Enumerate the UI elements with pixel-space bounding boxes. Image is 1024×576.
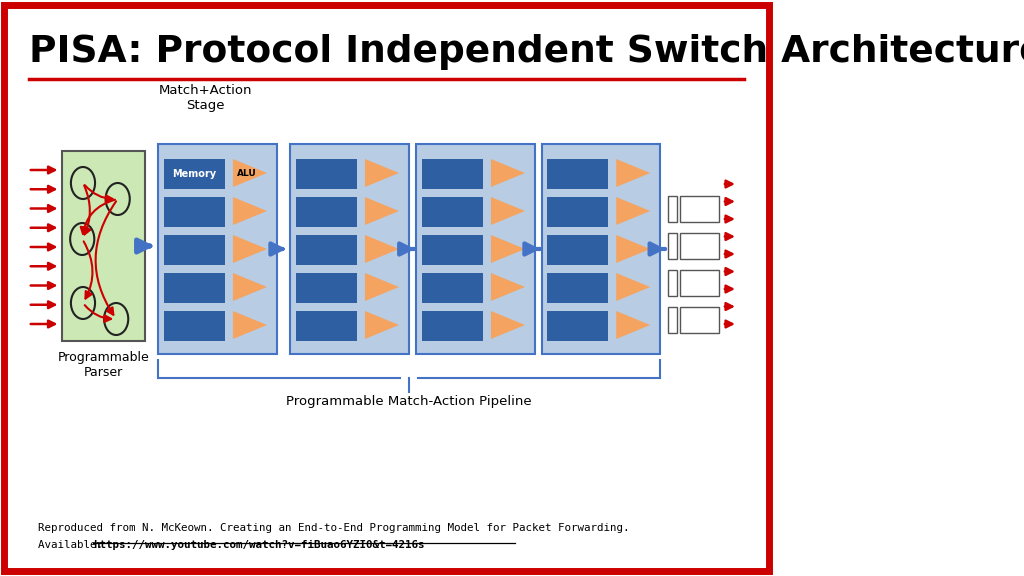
Polygon shape (232, 197, 267, 225)
FancyBboxPatch shape (547, 197, 608, 227)
Circle shape (71, 223, 94, 255)
Polygon shape (232, 273, 267, 301)
FancyBboxPatch shape (422, 311, 482, 341)
FancyBboxPatch shape (422, 273, 482, 303)
Polygon shape (365, 197, 399, 225)
Circle shape (105, 183, 130, 215)
Polygon shape (490, 159, 525, 187)
FancyBboxPatch shape (680, 196, 719, 222)
FancyBboxPatch shape (164, 311, 224, 341)
FancyBboxPatch shape (296, 197, 356, 227)
Polygon shape (616, 235, 650, 263)
FancyBboxPatch shape (296, 235, 356, 265)
Polygon shape (490, 273, 525, 301)
FancyBboxPatch shape (417, 144, 535, 354)
FancyBboxPatch shape (164, 273, 224, 303)
Polygon shape (616, 159, 650, 187)
Text: Available:: Available: (38, 540, 110, 550)
Circle shape (104, 303, 128, 335)
Polygon shape (232, 235, 267, 263)
FancyBboxPatch shape (422, 197, 482, 227)
FancyBboxPatch shape (547, 235, 608, 265)
FancyBboxPatch shape (159, 144, 276, 354)
FancyBboxPatch shape (680, 233, 719, 259)
Text: Programmable
Parser: Programmable Parser (57, 351, 150, 379)
Polygon shape (490, 311, 525, 339)
FancyBboxPatch shape (542, 144, 660, 354)
FancyBboxPatch shape (668, 307, 678, 333)
FancyBboxPatch shape (668, 270, 678, 296)
Polygon shape (365, 273, 399, 301)
Polygon shape (365, 235, 399, 263)
FancyBboxPatch shape (164, 197, 224, 227)
Text: Memory: Memory (172, 169, 216, 179)
FancyBboxPatch shape (668, 196, 678, 222)
FancyBboxPatch shape (296, 273, 356, 303)
FancyBboxPatch shape (296, 311, 356, 341)
Polygon shape (616, 273, 650, 301)
Text: Match+Action
Stage: Match+Action Stage (159, 84, 253, 112)
FancyBboxPatch shape (164, 159, 224, 189)
Polygon shape (232, 159, 267, 187)
Text: ALU: ALU (238, 169, 257, 177)
Polygon shape (365, 159, 399, 187)
FancyBboxPatch shape (547, 311, 608, 341)
Text: Programmable Match-Action Pipeline: Programmable Match-Action Pipeline (287, 395, 532, 408)
FancyBboxPatch shape (422, 235, 482, 265)
Polygon shape (490, 235, 525, 263)
Polygon shape (616, 311, 650, 339)
Polygon shape (616, 197, 650, 225)
Polygon shape (232, 311, 267, 339)
Polygon shape (365, 311, 399, 339)
FancyBboxPatch shape (164, 235, 224, 265)
FancyBboxPatch shape (680, 270, 719, 296)
FancyBboxPatch shape (291, 144, 409, 354)
Circle shape (71, 287, 95, 319)
FancyBboxPatch shape (296, 159, 356, 189)
FancyBboxPatch shape (547, 159, 608, 189)
Polygon shape (490, 197, 525, 225)
FancyBboxPatch shape (668, 233, 678, 259)
Text: Reproduced from N. McKeown. Creating an End-to-End Programming Model for Packet : Reproduced from N. McKeown. Creating an … (38, 523, 629, 533)
FancyBboxPatch shape (680, 307, 719, 333)
FancyBboxPatch shape (547, 273, 608, 303)
Text: https://www.youtube.com/watch?v=fiBuao6YZI0&t=4216s: https://www.youtube.com/watch?v=fiBuao6Y… (93, 540, 424, 550)
FancyBboxPatch shape (422, 159, 482, 189)
Circle shape (71, 167, 95, 199)
Text: PISA: Protocol Independent Switch Architecture: PISA: Protocol Independent Switch Archit… (29, 34, 1024, 70)
FancyBboxPatch shape (61, 151, 144, 341)
